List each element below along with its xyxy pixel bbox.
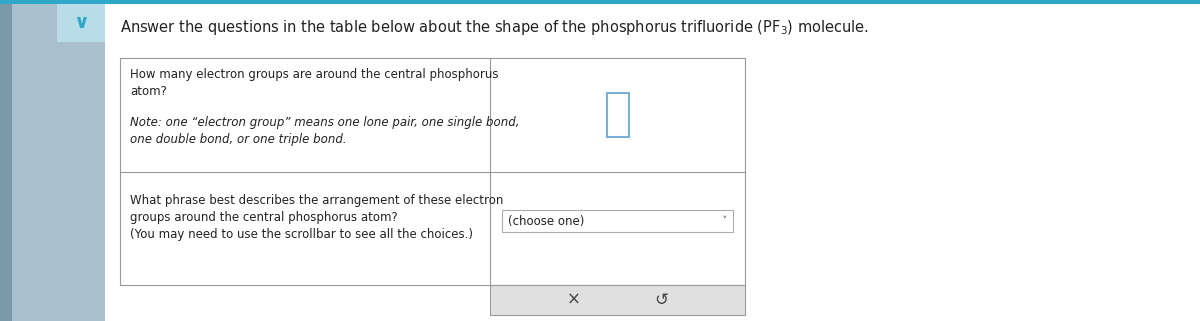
Bar: [490, 285, 745, 315]
Bar: [0, 0, 1200, 4]
Text: Answer the questions in the table below about the shape of the phosphorus triflu: Answer the questions in the table below …: [120, 18, 869, 37]
Text: ˅: ˅: [722, 216, 728, 226]
Bar: [502, 210, 733, 232]
Bar: [0, 4, 12, 321]
Text: How many electron groups are around the central phosphorus
atom?: How many electron groups are around the …: [130, 68, 498, 98]
Bar: [606, 93, 629, 137]
Bar: [58, 4, 106, 42]
Bar: [120, 58, 745, 285]
Text: ×: ×: [568, 291, 581, 309]
Text: Note: one “electron group” means one lone pair, one single bond,
one double bond: Note: one “electron group” means one lon…: [130, 116, 520, 146]
Text: What phrase best describes the arrangement of these electron
groups around the c: What phrase best describes the arrangeme…: [130, 194, 503, 241]
Text: ↺: ↺: [654, 291, 667, 309]
Text: ∨: ∨: [73, 13, 89, 32]
Bar: [0, 4, 106, 321]
Text: (choose one): (choose one): [508, 214, 584, 228]
